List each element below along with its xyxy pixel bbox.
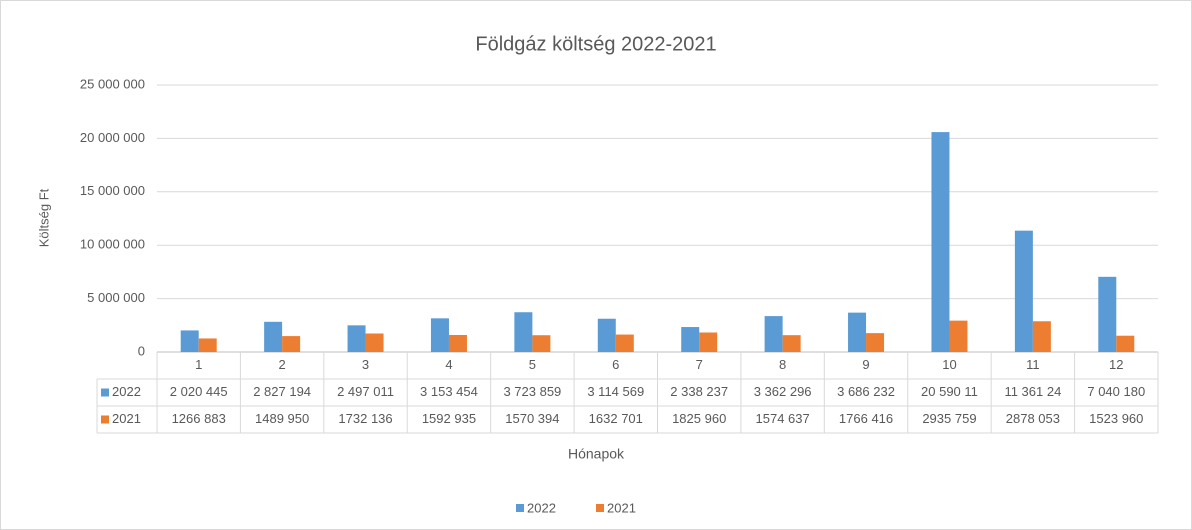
bar	[448, 334, 467, 352]
table-value: 7 040 180	[1087, 384, 1145, 399]
bar	[1098, 276, 1117, 352]
table-value: 1266 883	[172, 411, 226, 426]
bar	[1032, 321, 1051, 352]
table-value: 3 114 569	[587, 384, 644, 399]
y-tick-label: 20 000 000	[80, 130, 145, 145]
x-tick-label: 8	[779, 357, 786, 372]
bar	[347, 325, 366, 352]
bar	[514, 312, 533, 352]
y-axis-title: Költség Ft	[36, 188, 51, 247]
bar	[264, 321, 283, 352]
table-value: 1523 960	[1089, 411, 1143, 426]
bar	[615, 334, 634, 352]
bar	[931, 132, 950, 352]
table-value: 11 361 24	[1004, 384, 1061, 399]
y-tick-label: 15 000 000	[80, 183, 145, 198]
chart-title: Földgáz költség 2022-2021	[475, 33, 716, 55]
table-value: 1574 637	[756, 411, 810, 426]
bar	[1116, 335, 1135, 352]
bar	[782, 335, 801, 352]
table-series-name: 2022	[112, 384, 141, 399]
legend-label: 2022	[527, 500, 556, 515]
x-tick-label: 5	[529, 357, 536, 372]
y-tick-label: 10 000 000	[80, 237, 145, 252]
bar	[764, 316, 783, 352]
x-tick-label: 3	[362, 357, 369, 372]
table-value: 2 497 011	[337, 384, 394, 399]
table-value: 3 723 859	[503, 384, 561, 399]
x-tick-label: 1	[195, 357, 202, 372]
table-value: 2 020 445	[170, 384, 228, 399]
bar	[430, 318, 449, 352]
y-tick-label: 0	[138, 343, 145, 358]
table-value: 2 827 194	[253, 384, 311, 399]
y-tick-label: 5 000 000	[87, 290, 145, 305]
legend-key	[516, 504, 524, 512]
bar	[681, 327, 700, 352]
x-tick-label: 9	[862, 357, 869, 372]
table-value: 2878 053	[1006, 411, 1060, 426]
x-tick-label: 4	[445, 357, 452, 372]
table-value: 2935 759	[922, 411, 976, 426]
legend-label: 2021	[607, 500, 636, 515]
table-value: 1825 960	[672, 411, 726, 426]
bar	[699, 332, 718, 352]
x-tick-label: 11	[1026, 357, 1040, 372]
table-value: 1632 701	[589, 411, 643, 426]
bar	[597, 318, 616, 352]
table-value: 1570 394	[505, 411, 559, 426]
legend-key	[101, 388, 109, 397]
x-tick-label: 6	[612, 357, 619, 372]
table-value: 1592 935	[422, 411, 476, 426]
table-value: 1766 416	[839, 411, 893, 426]
bar	[848, 312, 867, 352]
x-tick-label: 7	[696, 357, 703, 372]
table-series-name: 2021	[112, 411, 141, 426]
bar	[365, 333, 384, 352]
bar	[1014, 230, 1033, 352]
bar	[866, 333, 885, 352]
table-value: 20 590 11	[921, 384, 978, 399]
table-value: 3 686 232	[837, 384, 895, 399]
legend-key	[596, 504, 604, 512]
bar	[949, 320, 968, 352]
x-tick-label: 2	[279, 357, 286, 372]
table-value: 3 362 296	[754, 384, 812, 399]
table-value: 3 153 454	[420, 384, 478, 399]
y-tick-label: 25 000 000	[80, 76, 145, 91]
bar	[532, 335, 551, 352]
table-value: 2 338 237	[670, 384, 728, 399]
x-axis-title: Hónapok	[568, 446, 625, 462]
x-tick-label: 12	[1109, 357, 1123, 372]
bar	[180, 330, 199, 352]
table-value: 1732 136	[338, 411, 392, 426]
table-value: 1489 950	[255, 411, 309, 426]
x-tick-label: 10	[942, 357, 956, 372]
bar	[198, 338, 217, 352]
bar	[282, 336, 301, 352]
legend-key	[101, 415, 109, 424]
